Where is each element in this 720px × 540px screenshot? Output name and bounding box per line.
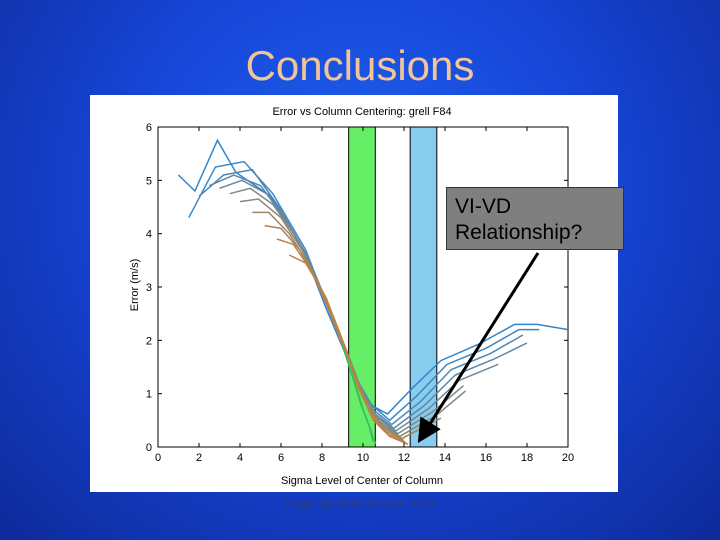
highlight-band-cyan <box>409 126 438 448</box>
y-tick-label: 1 <box>146 389 152 401</box>
y-tick-label: 3 <box>146 282 152 294</box>
y-tick-label: 0 <box>146 442 152 454</box>
x-tick-label: 0 <box>155 452 161 464</box>
slide-title: Conclusions <box>245 42 475 89</box>
series-line-10 <box>288 254 409 446</box>
x-tick-label: 8 <box>319 452 325 464</box>
x-tick-label: 14 <box>439 452 451 464</box>
x-tick-label: 16 <box>480 452 492 464</box>
callout-box: VI-VD Relationship? <box>446 187 624 250</box>
y-tick-label: 4 <box>146 229 152 241</box>
series-line-12 <box>341 345 374 442</box>
callout-arrow-layer <box>417 252 540 444</box>
chart-figure: 0 2 4 6 8 10 12 14 16 18 20 0 1 2 3 4 5 6 Error vs Column… <box>90 95 618 492</box>
x-axis-label: Sigma Level of Center of Column <box>281 475 443 487</box>
y-tick-label: 5 <box>146 175 152 187</box>
series-lines <box>177 138 569 446</box>
callout-line-2: Relationship? <box>455 221 583 244</box>
x-tick-label: 6 <box>278 452 284 464</box>
y-tick-label: 6 <box>146 122 152 134</box>
x-tick-label: 2 <box>196 452 202 464</box>
y-axis-label: Error (m/s) <box>129 259 141 312</box>
chart-title: Error vs Column Centering: grell F84 <box>272 106 451 118</box>
series-line-8 <box>264 224 405 442</box>
copyright-footer: Copyright Brett Hoover 2007 <box>283 497 437 511</box>
x-tick-label: 20 <box>562 452 574 464</box>
callout-arrow <box>417 252 540 444</box>
y-tick-label: 2 <box>146 335 152 347</box>
x-tick-label: 18 <box>521 452 533 464</box>
x-tick-label: 10 <box>357 452 369 464</box>
x-tick-label: 4 <box>237 452 243 464</box>
x-tick-label: 12 <box>398 452 410 464</box>
callout-line-1: VI-VD <box>455 195 512 218</box>
